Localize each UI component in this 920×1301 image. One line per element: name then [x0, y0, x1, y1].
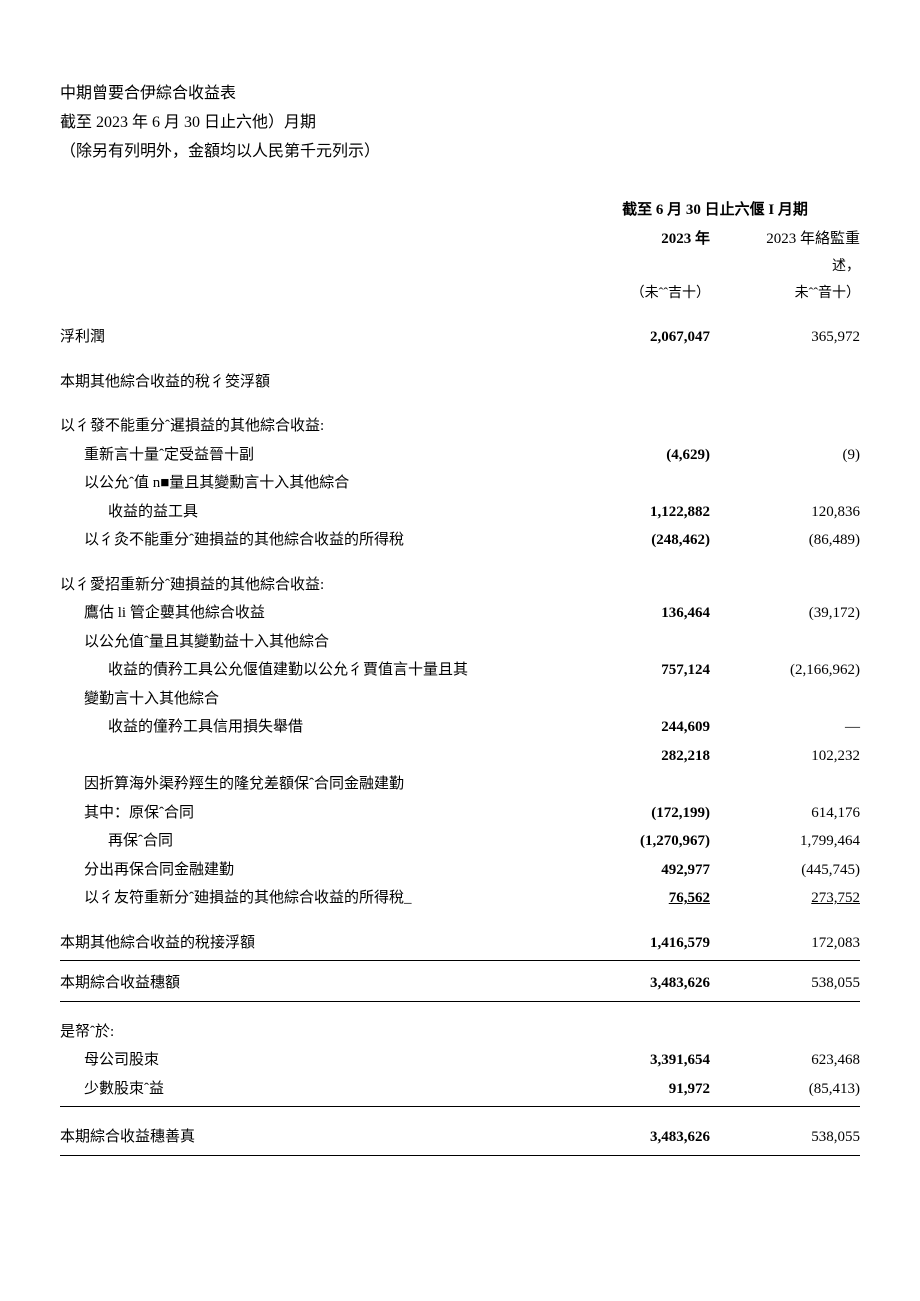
reins-v1: (1,270,967) [560, 827, 710, 856]
remeasure-v1: (4,629) [560, 441, 710, 470]
comp-total-label: 本期綜合收益穗額 [60, 969, 560, 1001]
reclass-header: 以彳愛招重新分ˆ廸損益的其他綜合收益: [60, 571, 560, 600]
impair-v2: — [710, 713, 860, 742]
fvoci-header-row: 以公允ˆ值 n■量且其變勳言十入其他綜合 [60, 469, 860, 498]
fvoci-v1: 1,122,882 [560, 498, 710, 527]
tax-reclass-label: 以彳友符重新分ˆ廸損益的其他綜合收益的所得稅_ [60, 884, 560, 913]
parent-v2: 623,468 [710, 1046, 860, 1075]
orig-v1: (172,199) [560, 799, 710, 828]
exchange-row: 因折算海外渠矜羥生的隆兌差額保ˆ合同金融建勤 [60, 770, 860, 799]
fvoci-v2: 120,836 [710, 498, 860, 527]
minority-v1: 91,972 [560, 1075, 710, 1107]
profit-v2: 365,972 [710, 323, 860, 352]
sub2a: 述， [710, 253, 860, 280]
comp-total-v1: 3,483,626 [560, 969, 710, 1001]
orig-v2: 614,176 [710, 799, 860, 828]
doc-title: 中期曾要合伊綜合收益表 [60, 80, 860, 109]
fvdebt-v1: 757,124 [560, 656, 710, 685]
change-header-row: 變勤言十入其他綜合 [60, 685, 860, 714]
minority-row: 少數股朿ˆ益 91,972 (85,413) [60, 1075, 860, 1107]
fvdebt-v2: (2,166,962) [710, 656, 860, 685]
period-header-row: 截至 6 月 30 日止六偃 I 月期 [60, 196, 860, 225]
tax-reclass-v2: 273,752 [710, 884, 860, 913]
blankval-row: 282,218 102,232 [60, 742, 860, 771]
year1-header: 2023 年 [560, 225, 710, 254]
ceded-row: 分出再保合同金融建勤 492,977 (445,745) [60, 856, 860, 885]
tax-nonreclass-v2: (86,489) [710, 526, 860, 555]
impair-label: 收益的僮矜工具信用損失舉借 [60, 713, 560, 742]
minority-v2: (85,413) [710, 1075, 860, 1107]
nonreclass-header-row: 以彳發不能重分ˆ暹損益的其他綜合收益: [60, 412, 860, 441]
assoc-v1: 136,464 [560, 599, 710, 628]
assoc-v2: (39,172) [710, 599, 860, 628]
sub1: （未ˆˆ吉十） [560, 280, 710, 307]
reclass-header-row: 以彳愛招重新分ˆ廸損益的其他綜合收益: [60, 571, 860, 600]
remeasure-v2: (9) [710, 441, 860, 470]
blankval-v1: 282,218 [560, 742, 710, 771]
reins-label: 再保ˆ合同 [60, 827, 560, 856]
change-header-label: 變勤言十入其他綜合 [60, 685, 560, 714]
sub-header-row2: （未ˆˆ吉十） 未ˆˆ音十） [60, 280, 860, 307]
profit-row: 浮利潤 2,067,047 365,972 [60, 323, 860, 352]
orig-label: 其中：原保ˆ合同 [60, 799, 560, 828]
comp-total2-label: 本期綜合收益穗善真 [60, 1123, 560, 1155]
parent-v1: 3,391,654 [560, 1046, 710, 1075]
reins-v2: 1,799,464 [710, 827, 860, 856]
profit-label: 浮利潤 [60, 323, 560, 352]
attrib-header-row: 是帑ˆ於: [60, 1018, 860, 1047]
parent-row: 母公司股朿 3,391,654 623,468 [60, 1046, 860, 1075]
profit-v1: 2,067,047 [560, 323, 710, 352]
comp-total-row: 本期綜合收益穗額 3,483,626 538,055 [60, 969, 860, 1001]
remeasure-row: 重新言十量ˆ定受益晉十副 (4,629) (9) [60, 441, 860, 470]
comp-total2-v2: 538,055 [710, 1123, 860, 1155]
year2-header: 2023 年絡監重 [710, 225, 860, 254]
ceded-v1: 492,977 [560, 856, 710, 885]
document-header: 中期曾要合伊綜合收益表 截至 2023 年 6 月 30 日止六他）月期 （除另… [60, 80, 860, 166]
impair-v1: 244,609 [560, 713, 710, 742]
assoc-row: 鷹估 li 管企蘡其他綜合收益 136,464 (39,172) [60, 599, 860, 628]
tax-nonreclass-row: 以彳灸不能重分ˆ廸損益的其他綜合收益的所得稅 (248,462) (86,489… [60, 526, 860, 555]
impair-row: 收益的僮矜工具信用損失舉借 244,609 — [60, 713, 860, 742]
tax-nonreclass-v1: (248,462) [560, 526, 710, 555]
reins-row: 再保ˆ合同 (1,270,967) 1,799,464 [60, 827, 860, 856]
oci-total-v1: 1,416,579 [560, 929, 710, 961]
sub2b: 未ˆˆ音十） [710, 280, 860, 307]
assoc-label: 鷹估 li 管企蘡其他綜合收益 [60, 599, 560, 628]
fvoci-label: 收益的益工具 [60, 498, 560, 527]
oci-section-row: 本期其他綜合收益的稅彳筊浮額 [60, 368, 860, 397]
fvdebt-header-row: 以公允值ˆ量且其變勤益十入其他綜合 [60, 628, 860, 657]
orig-row: 其中：原保ˆ合同 (172,199) 614,176 [60, 799, 860, 828]
financial-table: 截至 6 月 30 日止六偃 I 月期 2023 年 2023 年絡監重 述， … [60, 196, 860, 1156]
tax-nonreclass-label: 以彳灸不能重分ˆ廸損益的其他綜合收益的所得稅 [60, 526, 560, 555]
fvoci-row: 收益的益工具 1,122,882 120,836 [60, 498, 860, 527]
minority-label: 少數股朿ˆ益 [60, 1075, 560, 1107]
oci-section-label: 本期其他綜合收益的稅彳筊浮額 [60, 368, 560, 397]
ceded-label: 分出再保合同金融建勤 [60, 856, 560, 885]
sub-header-row1: 述， [60, 253, 860, 280]
attrib-header: 是帑ˆ於: [60, 1018, 560, 1047]
doc-subtitle: 截至 2023 年 6 月 30 日止六他）月期 [60, 109, 860, 138]
doc-note: （除另有列明外，金額均以人民第千元列示） [60, 138, 860, 167]
fvdebt-label: 收益的債矜工具公允偃值建勤以公允彳賈值言十量且其 [60, 656, 560, 685]
comp-total2-row: 本期綜合收益穗善真 3,483,626 538,055 [60, 1123, 860, 1155]
remeasure-label: 重新言十量ˆ定受益晉十副 [60, 441, 560, 470]
ceded-v2: (445,745) [710, 856, 860, 885]
year-header-row: 2023 年 2023 年絡監重 [60, 225, 860, 254]
fvdebt-row: 收益的債矜工具公允偃值建勤以公允彳賈值言十量且其 757,124 (2,166,… [60, 656, 860, 685]
exchange-label: 因折算海外渠矜羥生的隆兌差額保ˆ合同金融建勤 [60, 770, 560, 799]
tax-reclass-v1: 76,562 [560, 884, 710, 913]
fvdebt-header-label: 以公允值ˆ量且其變勤益十入其他綜合 [60, 628, 560, 657]
blankval-v2: 102,232 [710, 742, 860, 771]
fvoci-header-label: 以公允ˆ值 n■量且其變勳言十入其他綜合 [60, 469, 560, 498]
oci-total-row: 本期其他綜合收益的稅接浮額 1,416,579 172,083 [60, 929, 860, 961]
oci-total-label: 本期其他綜合收益的稅接浮額 [60, 929, 560, 961]
tax-reclass-row: 以彳友符重新分ˆ廸損益的其他綜合收益的所得稅_ 76,562 273,752 [60, 884, 860, 913]
parent-label: 母公司股朿 [60, 1046, 560, 1075]
comp-total2-v1: 3,483,626 [560, 1123, 710, 1155]
nonreclass-header: 以彳發不能重分ˆ暹損益的其他綜合收益: [60, 412, 560, 441]
period-header: 截至 6 月 30 日止六偃 I 月期 [560, 196, 860, 225]
comp-total-v2: 538,055 [710, 969, 860, 1001]
oci-total-v2: 172,083 [710, 929, 860, 961]
